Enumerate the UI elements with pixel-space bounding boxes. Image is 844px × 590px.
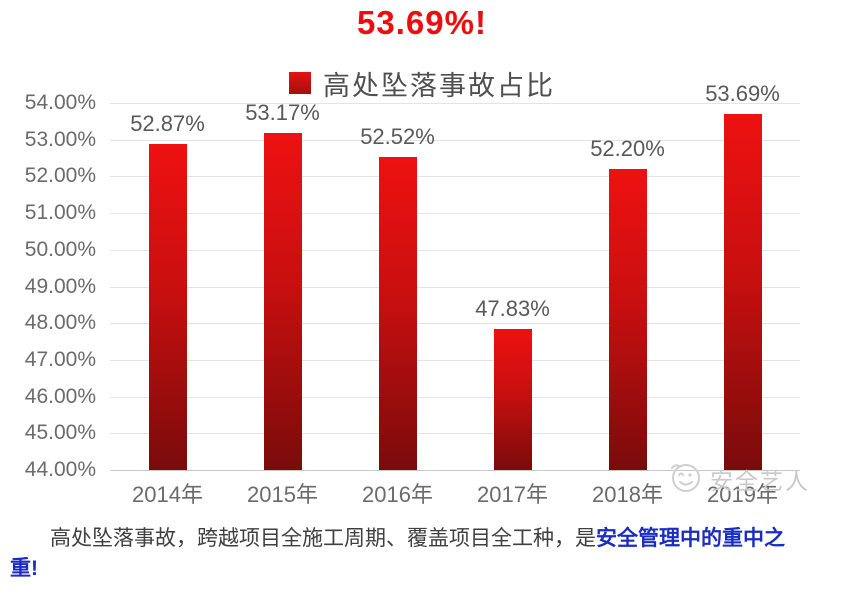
bar-value-label: 52.20% bbox=[590, 136, 665, 162]
bar-band: 53.17% bbox=[225, 100, 340, 470]
gridline bbox=[110, 396, 800, 398]
bar-value-label: 47.83% bbox=[475, 296, 550, 322]
y-tick-label: 45.00% bbox=[24, 421, 96, 445]
y-tick-label: 51.00% bbox=[24, 201, 96, 225]
gridline bbox=[110, 433, 800, 435]
gridline bbox=[110, 359, 800, 361]
bar-band: 53.69% bbox=[685, 81, 800, 470]
x-tick-label: 2019年 bbox=[707, 482, 778, 507]
gridline bbox=[110, 323, 800, 325]
y-tick-label: 47.00% bbox=[24, 347, 96, 371]
legend-color-swatch-icon bbox=[289, 72, 311, 94]
bar-band: 47.83% bbox=[455, 103, 570, 470]
x-tick-label: 2017年 bbox=[477, 482, 548, 507]
bar-band: 52.20% bbox=[570, 103, 685, 470]
y-tick-label: 46.00% bbox=[24, 384, 96, 408]
caption-gray-text: 高处坠落事故，跨越项目全施工周期、覆盖项目全工种，是 bbox=[50, 527, 596, 550]
gridline bbox=[110, 103, 800, 104]
gridline bbox=[110, 213, 800, 215]
y-axis-labels: 54.00% 53.00% 52.00% 51.00% 50.00% 49.00% 48.0… bbox=[0, 92, 100, 481]
y-tick-label: 44.00% bbox=[24, 458, 96, 481]
legend-label: 高处坠落事故占比 bbox=[323, 70, 555, 101]
y-tick-label: 52.00% bbox=[24, 164, 96, 188]
x-axis-line bbox=[110, 470, 800, 471]
bar-value-label: 53.69% bbox=[705, 81, 780, 107]
x-tick-label: 2016年 bbox=[362, 482, 433, 507]
y-tick-label: 50.00% bbox=[24, 237, 96, 261]
bar-2017年 bbox=[493, 329, 532, 470]
y-tick-label: 54.00% bbox=[24, 91, 96, 114]
plot-area: 52.87% 53.17% 52.52% 47.83% 52.20% 53.69% bbox=[110, 81, 800, 471]
bar-2019年 bbox=[723, 114, 762, 470]
bar-band: 52.52% bbox=[340, 103, 455, 470]
x-axis-labels: 2014年 2015年 2016年 2017年 2018年 2019年 bbox=[110, 477, 800, 507]
bar-value-label: 53.17% bbox=[245, 100, 320, 126]
caption: 高处坠落事故，跨越项目全施工周期、覆盖项目全工种，是安全管理中的重中之 重! bbox=[10, 524, 834, 584]
y-tick-label: 49.00% bbox=[24, 274, 96, 298]
caption-line-2: 重! bbox=[10, 554, 834, 584]
bar-2014年 bbox=[148, 144, 187, 470]
caption-blue-text: 安全管理中的重中之 bbox=[596, 527, 785, 550]
caption-line-1: 高处坠落事故，跨越项目全施工周期、覆盖项目全工种，是安全管理中的重中之 bbox=[10, 524, 834, 554]
x-tick-label: 2018年 bbox=[592, 482, 663, 507]
gridline bbox=[110, 139, 800, 141]
bar-value-label: 52.87% bbox=[130, 111, 205, 137]
gridline bbox=[110, 249, 800, 251]
caption-blue-text-2: 重! bbox=[10, 557, 38, 580]
bar-band: 52.87% bbox=[110, 103, 225, 470]
x-tick-label: 2015年 bbox=[247, 482, 318, 507]
bar-2015年 bbox=[263, 133, 302, 470]
bar-2016年 bbox=[378, 157, 417, 470]
gridline bbox=[110, 286, 800, 288]
x-tick-label: 2014年 bbox=[132, 482, 203, 507]
gridline bbox=[110, 176, 800, 178]
y-tick-label: 53.00% bbox=[24, 127, 96, 151]
chart-legend: 高处坠落事故占比 bbox=[0, 68, 844, 101]
bar-2018年 bbox=[608, 169, 647, 470]
chart-title: 53.69%! bbox=[357, 4, 487, 41]
y-tick-label: 48.00% bbox=[24, 311, 96, 335]
bar-value-label: 52.52% bbox=[360, 124, 435, 150]
